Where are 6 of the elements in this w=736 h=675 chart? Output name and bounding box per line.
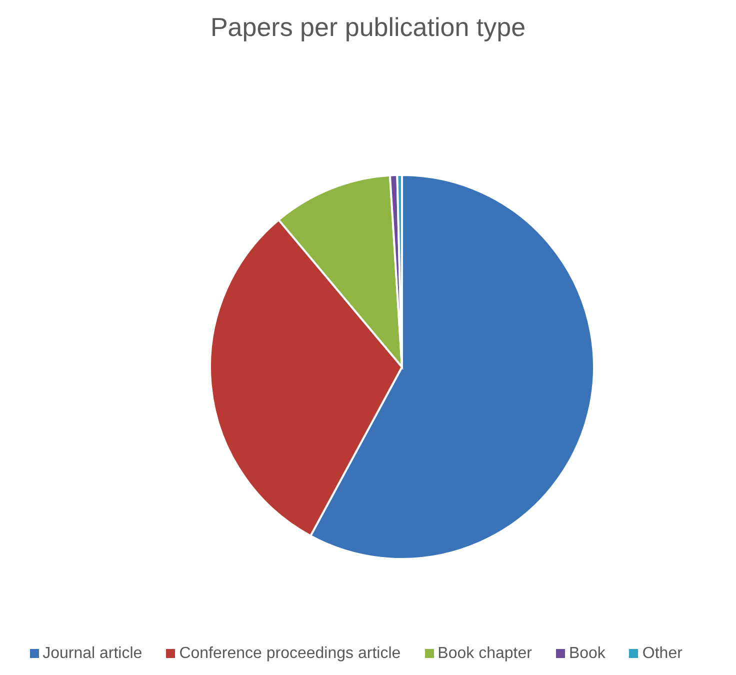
legend-label: Journal article — [42, 645, 142, 662]
legend-label: Conference proceedings article — [179, 645, 401, 662]
legend-label: Book — [568, 645, 606, 662]
legend-label: Other — [642, 645, 682, 662]
chart-title: Papers per publication type — [209, 11, 527, 44]
legend-label: Book chapter — [438, 645, 532, 662]
